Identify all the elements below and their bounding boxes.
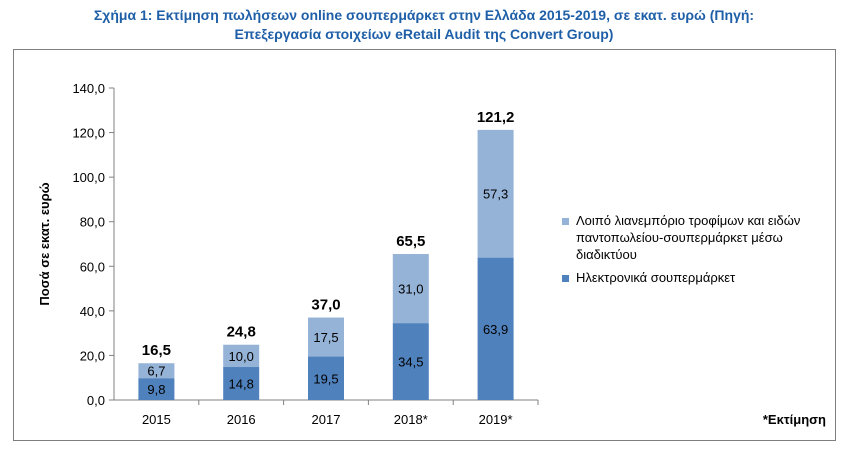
y-tick-label: 20,0	[80, 348, 105, 363]
data-label-bottom: 14,8	[229, 377, 254, 392]
y-tick-label: 0,0	[87, 393, 105, 408]
legend: Λοιπό λιανεμπόριο τροφίμων και ειδών παν…	[562, 212, 827, 286]
bar-segment-top	[138, 363, 175, 379]
bar-segment-top	[477, 129, 514, 258]
title-line-2: Επεξεργασία στοιχείων eRetail Audit της …	[234, 26, 614, 42]
x-tick-label: 2015	[142, 412, 171, 427]
data-label-bottom: 34,5	[398, 355, 423, 370]
bar-segment-top	[223, 344, 260, 368]
data-label-bottom: 9,8	[147, 382, 165, 397]
legend-swatch-top	[562, 218, 569, 225]
x-tick-label: 2018*	[394, 412, 428, 427]
total-label: 65,5	[396, 233, 425, 250]
bar-segment-bottom	[138, 378, 175, 400]
bar-segment-bottom	[392, 323, 429, 400]
legend-label-bottom: Ηλεκτρονικά σουπερμάρκετ	[576, 270, 736, 285]
x-tick-label: 2019*	[479, 412, 513, 427]
bar-segment-bottom	[308, 356, 344, 400]
x-tick-label: 2016	[227, 412, 256, 427]
x-tick-label: 2017	[312, 412, 341, 427]
data-label-top: 57,3	[483, 187, 508, 202]
bar-segment-bottom	[477, 257, 514, 400]
bar-segment-top	[308, 317, 344, 357]
total-label: 121,2	[477, 109, 515, 126]
total-label: 24,8	[227, 324, 256, 341]
data-label-bottom: 63,9	[483, 322, 508, 337]
bar-segment-top	[392, 254, 429, 324]
legend-item-online-supermarkets: Ηλεκτρονικά σουπερμάρκετ	[562, 269, 827, 286]
data-label-top: 6,7	[147, 364, 165, 379]
y-tick-label: 120,0	[72, 126, 105, 141]
y-tick-label: 60,0	[80, 259, 105, 274]
y-axis-label: Ποσά σε εκατ. ευρώ	[37, 182, 52, 305]
y-tick-label: 40,0	[80, 304, 105, 319]
chart-title: Σχήμα 1: Εκτίμηση πωλήσεων online σουπερ…	[0, 6, 848, 44]
legend-swatch-bottom	[562, 275, 569, 282]
data-label-top: 17,5	[313, 330, 338, 345]
legend-label-top: Λοιπό λιανεμπόριο τροφίμων και ειδών παν…	[576, 213, 801, 262]
y-tick-label: 140,0	[72, 81, 105, 96]
data-label-bottom: 19,5	[313, 371, 338, 386]
total-label: 16,5	[142, 342, 171, 359]
y-tick-label: 100,0	[72, 170, 105, 185]
total-label: 37,0	[311, 297, 340, 314]
data-label-top: 10,0	[229, 349, 254, 364]
data-label-top: 31,0	[398, 282, 423, 297]
bar-segment-bottom	[223, 367, 260, 400]
legend-item-online-other: Λοιπό λιανεμπόριο τροφίμων και ειδών παν…	[562, 212, 827, 263]
title-line-1: Σχήμα 1: Εκτίμηση πωλήσεων online σουπερ…	[93, 7, 755, 23]
y-tick-label: 80,0	[80, 215, 105, 230]
footnote-estimate: *Εκτίμηση	[762, 412, 826, 427]
